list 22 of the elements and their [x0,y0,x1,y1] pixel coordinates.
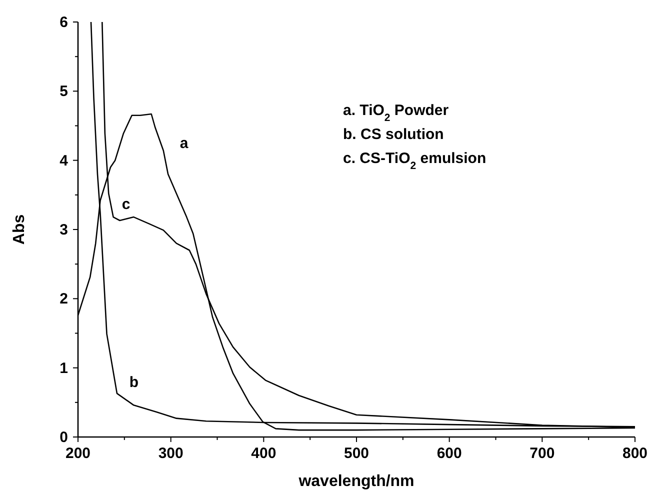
x-tick-label: 500 [344,445,370,462]
annotation: a. TiO$_{2}$ Powder [343,102,449,124]
y-tick-label: 3 [60,222,68,238]
x-axis-title: wavelength/nm [298,473,414,490]
x-tick-label: 400 [251,445,276,462]
y-tick-label: 5 [60,83,68,100]
annotation: c. CS-TiO$_{2}$ emulsion [343,150,486,172]
x-tick-label: 700 [530,445,555,462]
x-tick-label: 800 [622,445,648,462]
y-tick-label: 2 [60,290,68,308]
y-tick-label: 1 [60,360,68,377]
series-label: c [122,196,130,213]
y-tick-label: 6 [60,14,68,31]
annotation: b. CS solution [343,126,444,143]
y-axis-title: Abs [11,214,28,245]
series-label: b [129,374,139,391]
y-tick-label: 4 [60,152,69,170]
x-tick-label: 300 [158,445,184,462]
x-tick-label: 600 [436,445,462,462]
series-label: a [180,135,189,152]
y-tick-label: 0 [60,429,68,446]
x-tick-label: 200 [65,445,91,462]
